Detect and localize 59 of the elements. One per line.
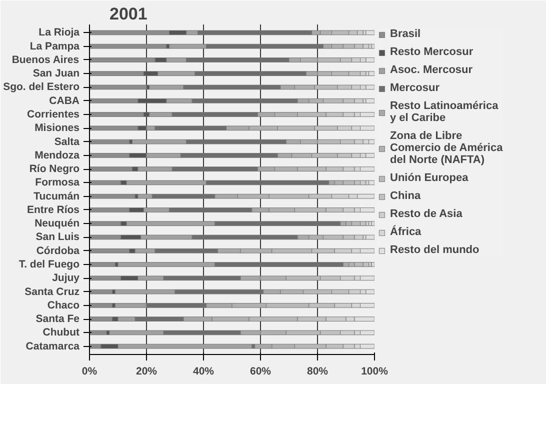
y-tick-label: Buenos Aires bbox=[12, 54, 80, 66]
bar bbox=[90, 139, 130, 144]
bar bbox=[90, 302, 113, 308]
y-tick-label: La Pampa bbox=[30, 40, 80, 52]
y-tick-label: Salta bbox=[54, 136, 80, 148]
bar bbox=[90, 330, 107, 336]
y-tick-label: Misiones bbox=[34, 122, 80, 134]
legend-label: Mercosur bbox=[390, 82, 440, 94]
y-tick-label: T. del Fuego bbox=[18, 258, 80, 270]
y-tick-label: Río Negro bbox=[29, 163, 80, 176]
bar bbox=[90, 289, 113, 294]
x-tick-label: 40% bbox=[192, 366, 215, 378]
legend-label: Resto Mercosur bbox=[390, 46, 474, 58]
y-tick-label: Córdoba bbox=[36, 244, 80, 257]
legend-label: África bbox=[390, 226, 422, 238]
y-tick-label: Santa Fe bbox=[36, 313, 80, 326]
bar bbox=[366, 234, 374, 240]
bar bbox=[90, 262, 116, 267]
bar bbox=[371, 262, 374, 267]
y-tick-label: San Juan bbox=[32, 68, 80, 80]
y-tick-label: Neuquén bbox=[34, 218, 80, 230]
y-tick-label: Jujuy bbox=[52, 272, 80, 284]
y-tick-label: Tucumán bbox=[34, 190, 80, 202]
bar bbox=[368, 180, 374, 186]
legend-label: Resto de Asia bbox=[390, 208, 462, 220]
y-tick-label: Chubut bbox=[42, 326, 80, 339]
legend-label: Brasil bbox=[390, 28, 421, 40]
y-tick-label: Mendoza bbox=[34, 149, 80, 162]
legend-label: Resto Latinoamérica y el Caribe bbox=[390, 100, 498, 124]
legend-label: Zona de Libre Comercio de América del Norte (NAFTA) bbox=[390, 130, 503, 166]
legend-label: Asoc. Mercosur bbox=[390, 64, 473, 76]
bar bbox=[90, 84, 147, 90]
bar bbox=[368, 71, 374, 76]
y-tick-label: San Luis bbox=[36, 231, 80, 244]
x-tick-label: 0% bbox=[82, 366, 98, 378]
legend-label: Resto del mundo bbox=[390, 244, 480, 256]
y-tick-label: La Rioja bbox=[38, 26, 80, 39]
y-tick-label: Formosa bbox=[35, 176, 80, 189]
chart-title: 2001 bbox=[110, 4, 148, 24]
legend-label: China bbox=[390, 190, 421, 202]
x-tick-label: 100% bbox=[361, 366, 389, 378]
x-tick-label: 80% bbox=[306, 366, 329, 378]
legend-label: Unión Europea bbox=[390, 172, 468, 184]
y-tick-label: Corrientes bbox=[26, 108, 80, 120]
bar bbox=[366, 30, 374, 36]
x-tick-label: 20% bbox=[136, 366, 158, 378]
bar bbox=[371, 44, 374, 49]
bar bbox=[368, 221, 372, 226]
y-tick-label: Entre Ríos bbox=[26, 204, 80, 216]
y-tick-label: Sgo. del Estero bbox=[3, 81, 80, 94]
bar bbox=[90, 194, 136, 199]
y-tick-label: Catamarca bbox=[26, 340, 80, 352]
bar bbox=[90, 44, 167, 49]
y-tick-label: Chaco bbox=[47, 299, 80, 312]
bar bbox=[366, 98, 374, 104]
y-tick-label: Santa Cruz bbox=[24, 286, 80, 298]
y-tick-label: CABA bbox=[49, 94, 80, 107]
bar bbox=[371, 221, 374, 226]
x-tick-label: 60% bbox=[250, 366, 272, 378]
